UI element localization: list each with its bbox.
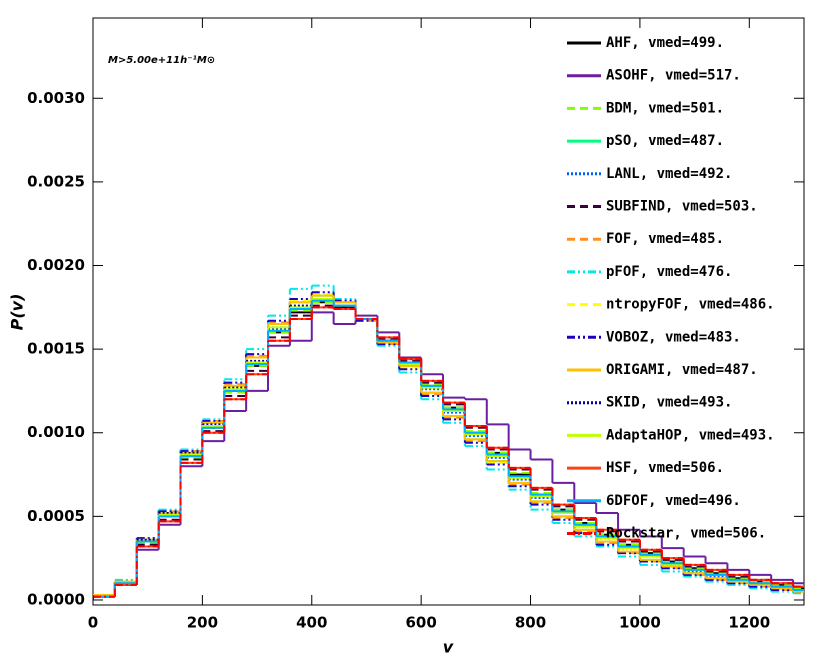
x-axis-label: v — [443, 638, 454, 657]
legend-label: ASOHF, vmed=517. — [606, 68, 741, 84]
histogram-riser — [93, 307, 795, 600]
legend-label: BDM, vmed=501. — [606, 100, 724, 116]
legend-label: VOBOZ, vmed=483. — [606, 329, 741, 345]
y-tick-label: 0.0020 — [27, 256, 85, 274]
x-tick-label: 400 — [296, 614, 327, 632]
legend-label: SUBFIND, vmed=503. — [606, 199, 758, 215]
x-tick-label: 600 — [405, 614, 436, 632]
legend-label: AHF, vmed=499. — [606, 35, 724, 51]
y-tick-label: 0.0025 — [27, 172, 85, 190]
legend-label: ORIGAMI, vmed=487. — [606, 362, 758, 378]
legend-label: SKID, vmed=493. — [606, 395, 732, 411]
plot-frame — [92, 17, 805, 606]
legend-label: HSF, vmed=506. — [606, 460, 724, 476]
y-axis-label: P(v) — [8, 294, 27, 331]
x-tick-label: 0 — [88, 614, 98, 632]
histograms — [93, 284, 804, 600]
y-tick-label: 0.0030 — [27, 89, 85, 107]
x-tick-label: 1000 — [619, 614, 661, 632]
legend-label: FOF, vmed=485. — [606, 231, 724, 247]
annotation: M>5.00e+11h⁻¹M⊙ — [108, 55, 215, 66]
x-tick-label: 200 — [187, 614, 218, 632]
x-tick-label: 800 — [515, 614, 546, 632]
y-tick-label: 0.0010 — [27, 423, 85, 441]
legend-label: ntropyFOF, vmed=486. — [606, 297, 775, 313]
y-tick-label: 0.0015 — [27, 340, 85, 358]
x-tick-label: 1200 — [728, 614, 770, 632]
legend-label: LANL, vmed=492. — [606, 166, 732, 182]
legend-label: pFOF, vmed=476. — [606, 264, 732, 280]
legend-label: pSO, vmed=487. — [606, 133, 724, 149]
legend-label: AdaptaHOP, vmed=493. — [606, 427, 775, 443]
legend-label: 6DFOF, vmed=496. — [606, 493, 741, 509]
y-tick-label: 0.0005 — [27, 507, 85, 525]
y-tick-label: 0.0000 — [27, 590, 85, 608]
legend-label: Rockstar, vmed=506. — [606, 526, 766, 542]
